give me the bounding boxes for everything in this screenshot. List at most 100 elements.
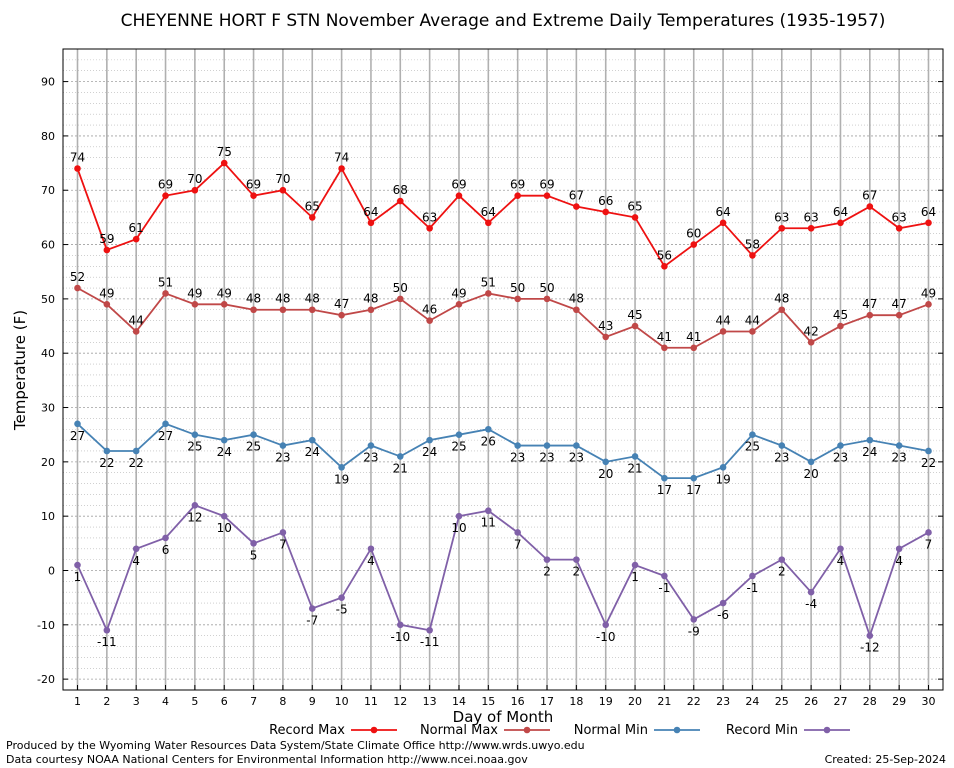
data-label: 26 <box>481 434 496 448</box>
data-point <box>573 203 580 210</box>
data-label: 63 <box>422 210 437 224</box>
data-point <box>866 311 874 319</box>
data-point <box>338 463 345 471</box>
x-axis-title: Day of Month <box>453 708 554 726</box>
x-tick-label: 19 <box>599 695 613 708</box>
data-label: 10 <box>217 521 232 535</box>
data-label: 23 <box>510 451 525 465</box>
data-label: 2 <box>573 565 581 579</box>
data-point <box>602 333 610 341</box>
data-label: 67 <box>569 189 584 203</box>
data-point <box>220 159 228 167</box>
data-point <box>367 306 375 314</box>
data-label: 17 <box>686 483 701 497</box>
data-point <box>543 556 551 563</box>
data-label: 51 <box>158 275 173 289</box>
data-point <box>514 192 521 199</box>
chart-title: CHEYENNE HORT F STN November Average and… <box>121 11 886 31</box>
data-point <box>485 507 492 515</box>
grid-layer <box>63 48 943 691</box>
data-label: 4 <box>895 554 903 568</box>
data-label: 63 <box>803 210 818 224</box>
x-tick-label: 26 <box>804 695 818 708</box>
data-point <box>74 561 81 569</box>
x-tick-label: 30 <box>922 695 936 708</box>
data-label: 44 <box>715 313 730 327</box>
data-point <box>661 572 668 580</box>
data-label: 22 <box>921 456 936 470</box>
x-tick-label: 25 <box>775 695 789 708</box>
data-point <box>866 436 874 444</box>
data-label: 44 <box>129 313 144 327</box>
data-label: 47 <box>334 297 349 311</box>
data-label: 48 <box>246 292 261 306</box>
data-point <box>719 219 727 227</box>
data-label: 49 <box>451 286 466 300</box>
data-point <box>220 512 228 520</box>
data-point <box>162 192 169 199</box>
x-tick-label: 27 <box>833 695 847 708</box>
data-point <box>749 572 756 580</box>
data-point <box>455 431 463 438</box>
data-label: 49 <box>187 286 202 300</box>
data-label: 23 <box>892 451 907 465</box>
data-label: 4 <box>132 554 140 568</box>
data-label: -1 <box>746 581 758 595</box>
data-point <box>485 425 492 433</box>
data-label: 49 <box>99 286 114 300</box>
data-label: 48 <box>275 292 290 306</box>
y-tick-label: 20 <box>41 456 55 469</box>
data-label: 49 <box>921 286 936 300</box>
data-label: 23 <box>363 451 378 465</box>
y-tick-label: 60 <box>41 239 55 252</box>
data-label: 1 <box>631 570 639 584</box>
data-label: 74 <box>70 151 85 165</box>
data-point <box>925 529 932 536</box>
data-label: 69 <box>158 178 173 192</box>
data-point <box>719 463 727 471</box>
data-label: 7 <box>514 537 522 551</box>
data-point <box>132 545 140 553</box>
data-point <box>220 301 228 308</box>
data-label: 23 <box>569 451 584 465</box>
x-tick-label: 29 <box>892 695 906 708</box>
data-point <box>367 545 375 553</box>
x-tick-label: 16 <box>511 695 525 708</box>
data-label: 48 <box>363 292 378 306</box>
series-normal-max: 52 49 44 51 49 49 48 48 48 47 48 50 46 49 51 50 50 48 43 45… <box>70 270 936 352</box>
legend-label: Normal Max <box>420 723 498 738</box>
data-point <box>514 295 521 303</box>
data-point <box>338 311 345 319</box>
data-label: 43 <box>598 319 613 333</box>
data-label: -6 <box>717 608 729 622</box>
legend: Record Max Normal Max Normal Min Record Min <box>269 723 850 738</box>
data-label: 4 <box>837 554 845 568</box>
data-label: 21 <box>393 461 408 475</box>
data-label: 51 <box>481 275 496 289</box>
x-tick-label: 9 <box>309 695 316 708</box>
data-point <box>602 208 610 216</box>
data-point <box>925 447 932 455</box>
created-date: Created: 25-Sep-2024 <box>824 753 946 766</box>
data-point <box>837 219 844 227</box>
data-label: 64 <box>833 205 848 219</box>
data-point <box>485 219 492 227</box>
data-point <box>807 224 815 232</box>
data-point <box>308 306 316 314</box>
data-label: 69 <box>246 178 261 192</box>
y-tick-label: 10 <box>41 510 55 523</box>
data-point <box>367 219 375 227</box>
data-point <box>895 311 903 319</box>
data-label: 25 <box>745 440 760 454</box>
series-line <box>76 422 929 480</box>
legend-label: Record Min <box>726 723 798 738</box>
data-point <box>103 626 111 634</box>
data-point <box>279 306 287 314</box>
legend-label: Normal Min <box>574 723 648 738</box>
x-tick-label: 12 <box>393 695 407 708</box>
data-label: 56 <box>657 248 672 262</box>
y-tick-label: 50 <box>41 293 55 306</box>
x-tick-label: 20 <box>628 695 642 708</box>
data-label: 65 <box>305 199 320 213</box>
